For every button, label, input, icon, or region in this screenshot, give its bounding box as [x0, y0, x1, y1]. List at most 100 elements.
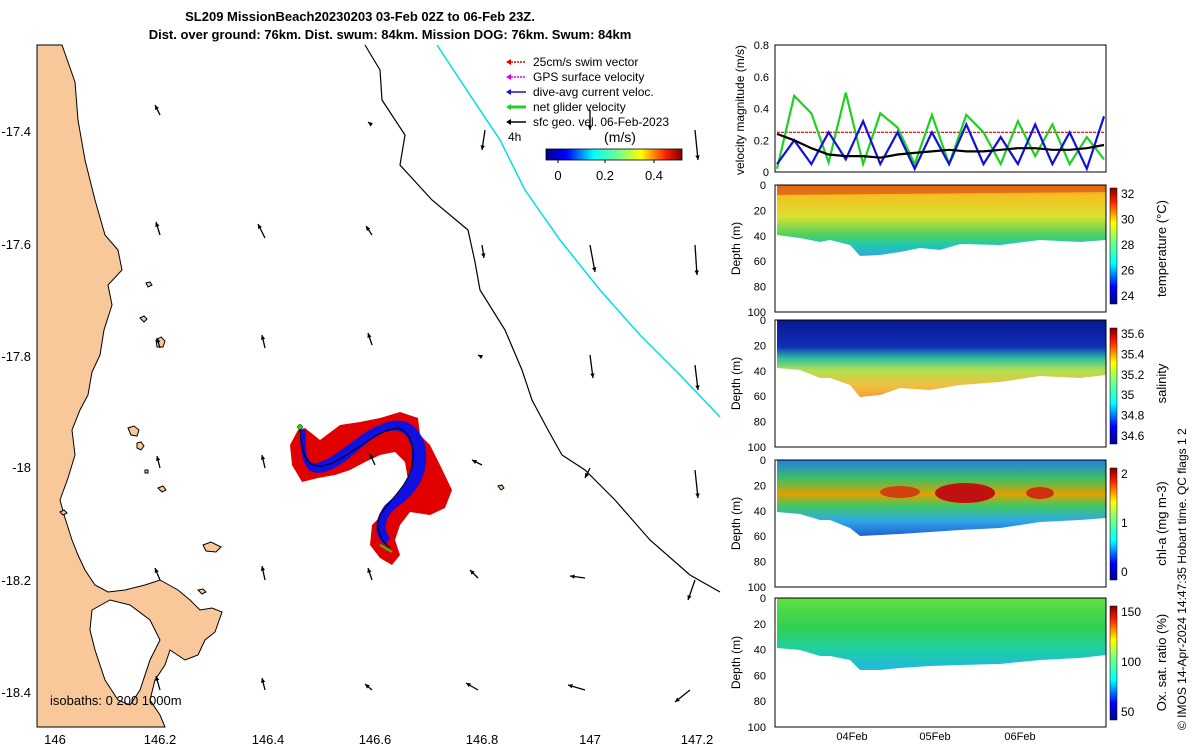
colorbar-tick: 32 — [1121, 187, 1135, 201]
depth-tick: 20 — [754, 205, 766, 217]
depth-tick: 100 — [748, 582, 766, 594]
depth-tick: 20 — [754, 340, 766, 352]
depth-ylabel: Depth (m) — [729, 357, 743, 410]
salinity-field — [777, 320, 1106, 397]
map-x-tick: 146.8 — [466, 732, 499, 747]
map-y-tick: -18.2 — [1, 573, 31, 588]
time-tick: 06Feb — [1004, 731, 1035, 743]
salinity-panel — [774, 319, 1118, 448]
geo-velocity-arrow — [154, 104, 161, 116]
geo-velocity-arrow — [674, 689, 691, 703]
colorbar-tick: 2 — [1121, 467, 1128, 481]
geo-velocity-arrow — [587, 110, 593, 130]
salinity-colorbar — [1109, 327, 1118, 445]
depth-tick: 20 — [754, 619, 766, 631]
colorbar-tick: 35.2 — [1121, 368, 1145, 382]
legend-entry: net glider velocity — [506, 100, 626, 114]
dive-avg-velocity-band — [300, 420, 427, 545]
depth-ylabel: Depth (m) — [729, 222, 743, 275]
legend-entry: 25cm/s swim vector — [506, 55, 638, 69]
chla-colorbar — [1109, 467, 1118, 581]
colorbar-tick: 24 — [1121, 289, 1135, 303]
velocity-ylabel: velocity magnitude (m/s) — [733, 45, 747, 175]
colorbar-tick: 0.2 — [596, 168, 614, 183]
depth-tick: 0 — [760, 180, 766, 192]
geo-velocity-arrow — [367, 121, 373, 127]
colorbar-tick: 0 — [1121, 565, 1128, 579]
map-x-tick: 146 — [44, 732, 66, 747]
velocity-series-net — [775, 92, 1105, 170]
depth-ylabel: Depth (m) — [729, 497, 743, 550]
temperature-panel — [774, 184, 1118, 313]
time-tick: 04Feb — [836, 731, 867, 743]
geo-velocity-arrow — [260, 334, 266, 349]
depth-tick: 20 — [754, 480, 766, 492]
track-line — [299, 427, 414, 549]
colorbar-tick: 50 — [1121, 705, 1135, 719]
isobaths-label: isobaths: 0 200 1000m — [50, 693, 182, 708]
island — [157, 485, 167, 493]
geo-velocity-arrow — [480, 129, 486, 151]
legend-label: dive-avg current veloc. — [533, 85, 654, 99]
velocity-y-tick: 0.2 — [754, 135, 769, 147]
velocity-y-tick: 0.6 — [754, 72, 769, 84]
track-start-marker — [297, 424, 303, 430]
temperature-warm-band — [777, 185, 1106, 195]
geo-velocity-arrow — [155, 675, 161, 691]
legend-entry: sfc geo. vel. 06-Feb-2023 — [506, 115, 669, 129]
velocity-series-geo — [776, 132, 1105, 159]
isobath-200m — [364, 44, 721, 593]
colorbar-tick: 34.6 — [1121, 429, 1145, 443]
velocity-y-tick: 0.4 — [754, 104, 769, 116]
chla-max-patch — [880, 486, 920, 498]
geo-velocity-arrow — [155, 221, 161, 236]
geo-velocity-arrow — [477, 354, 483, 359]
geo-velocity-arrow — [694, 364, 700, 391]
island — [145, 281, 153, 288]
colorbar-tick: 35 — [1121, 388, 1135, 402]
depth-tick: 60 — [754, 256, 766, 268]
legend-entry: GPS surface velocity — [506, 70, 644, 84]
island — [59, 509, 68, 516]
geo-velocity-arrow — [584, 467, 591, 479]
island — [144, 469, 149, 474]
geo-velocity-arrow — [260, 565, 266, 581]
geo-velocity-arrow — [589, 354, 595, 379]
chla-max-patch — [935, 483, 995, 503]
depth-tick: 80 — [754, 282, 766, 294]
depth-tick: 0 — [760, 455, 766, 467]
legend-interval: 4h — [508, 130, 521, 144]
oxygen-colorbar — [1109, 605, 1118, 721]
depth-tick: 60 — [754, 670, 766, 682]
land-area — [36, 44, 223, 728]
geo-velocity-arrow — [694, 469, 700, 499]
geo-velocity-arrow — [469, 569, 479, 579]
velocity-y-tick: 0 — [763, 167, 769, 179]
colorbar-tick: 28 — [1121, 238, 1135, 252]
legend-label: net glider velocity — [533, 100, 626, 114]
geo-velocity-arrow — [260, 677, 266, 691]
depth-tick: 60 — [754, 531, 766, 543]
colorbar-tick: 0.4 — [645, 168, 663, 183]
geo-velocity-arrow — [156, 337, 161, 349]
colorbar-tick: 0 — [554, 168, 561, 183]
depth-tick: 40 — [754, 366, 766, 378]
oxygen-panel — [774, 597, 1118, 728]
colorbar-label: chl-a (mg m-3) — [1154, 481, 1169, 566]
geo-velocity-arrow — [471, 459, 483, 466]
temperature-field — [777, 185, 1106, 256]
geo-velocity-arrow — [154, 567, 161, 581]
island — [136, 441, 145, 451]
island — [196, 588, 207, 595]
map-x-tick: 146.4 — [252, 732, 285, 747]
net-velocity-mark — [379, 544, 393, 553]
speed-colorbar-label: (m/s) — [604, 129, 636, 145]
geo-velocity-arrow — [567, 684, 586, 691]
isobath-1000m — [436, 44, 721, 418]
map-y-tick: -18 — [12, 460, 31, 475]
island — [139, 315, 148, 323]
depth-tick: 100 — [748, 442, 766, 454]
